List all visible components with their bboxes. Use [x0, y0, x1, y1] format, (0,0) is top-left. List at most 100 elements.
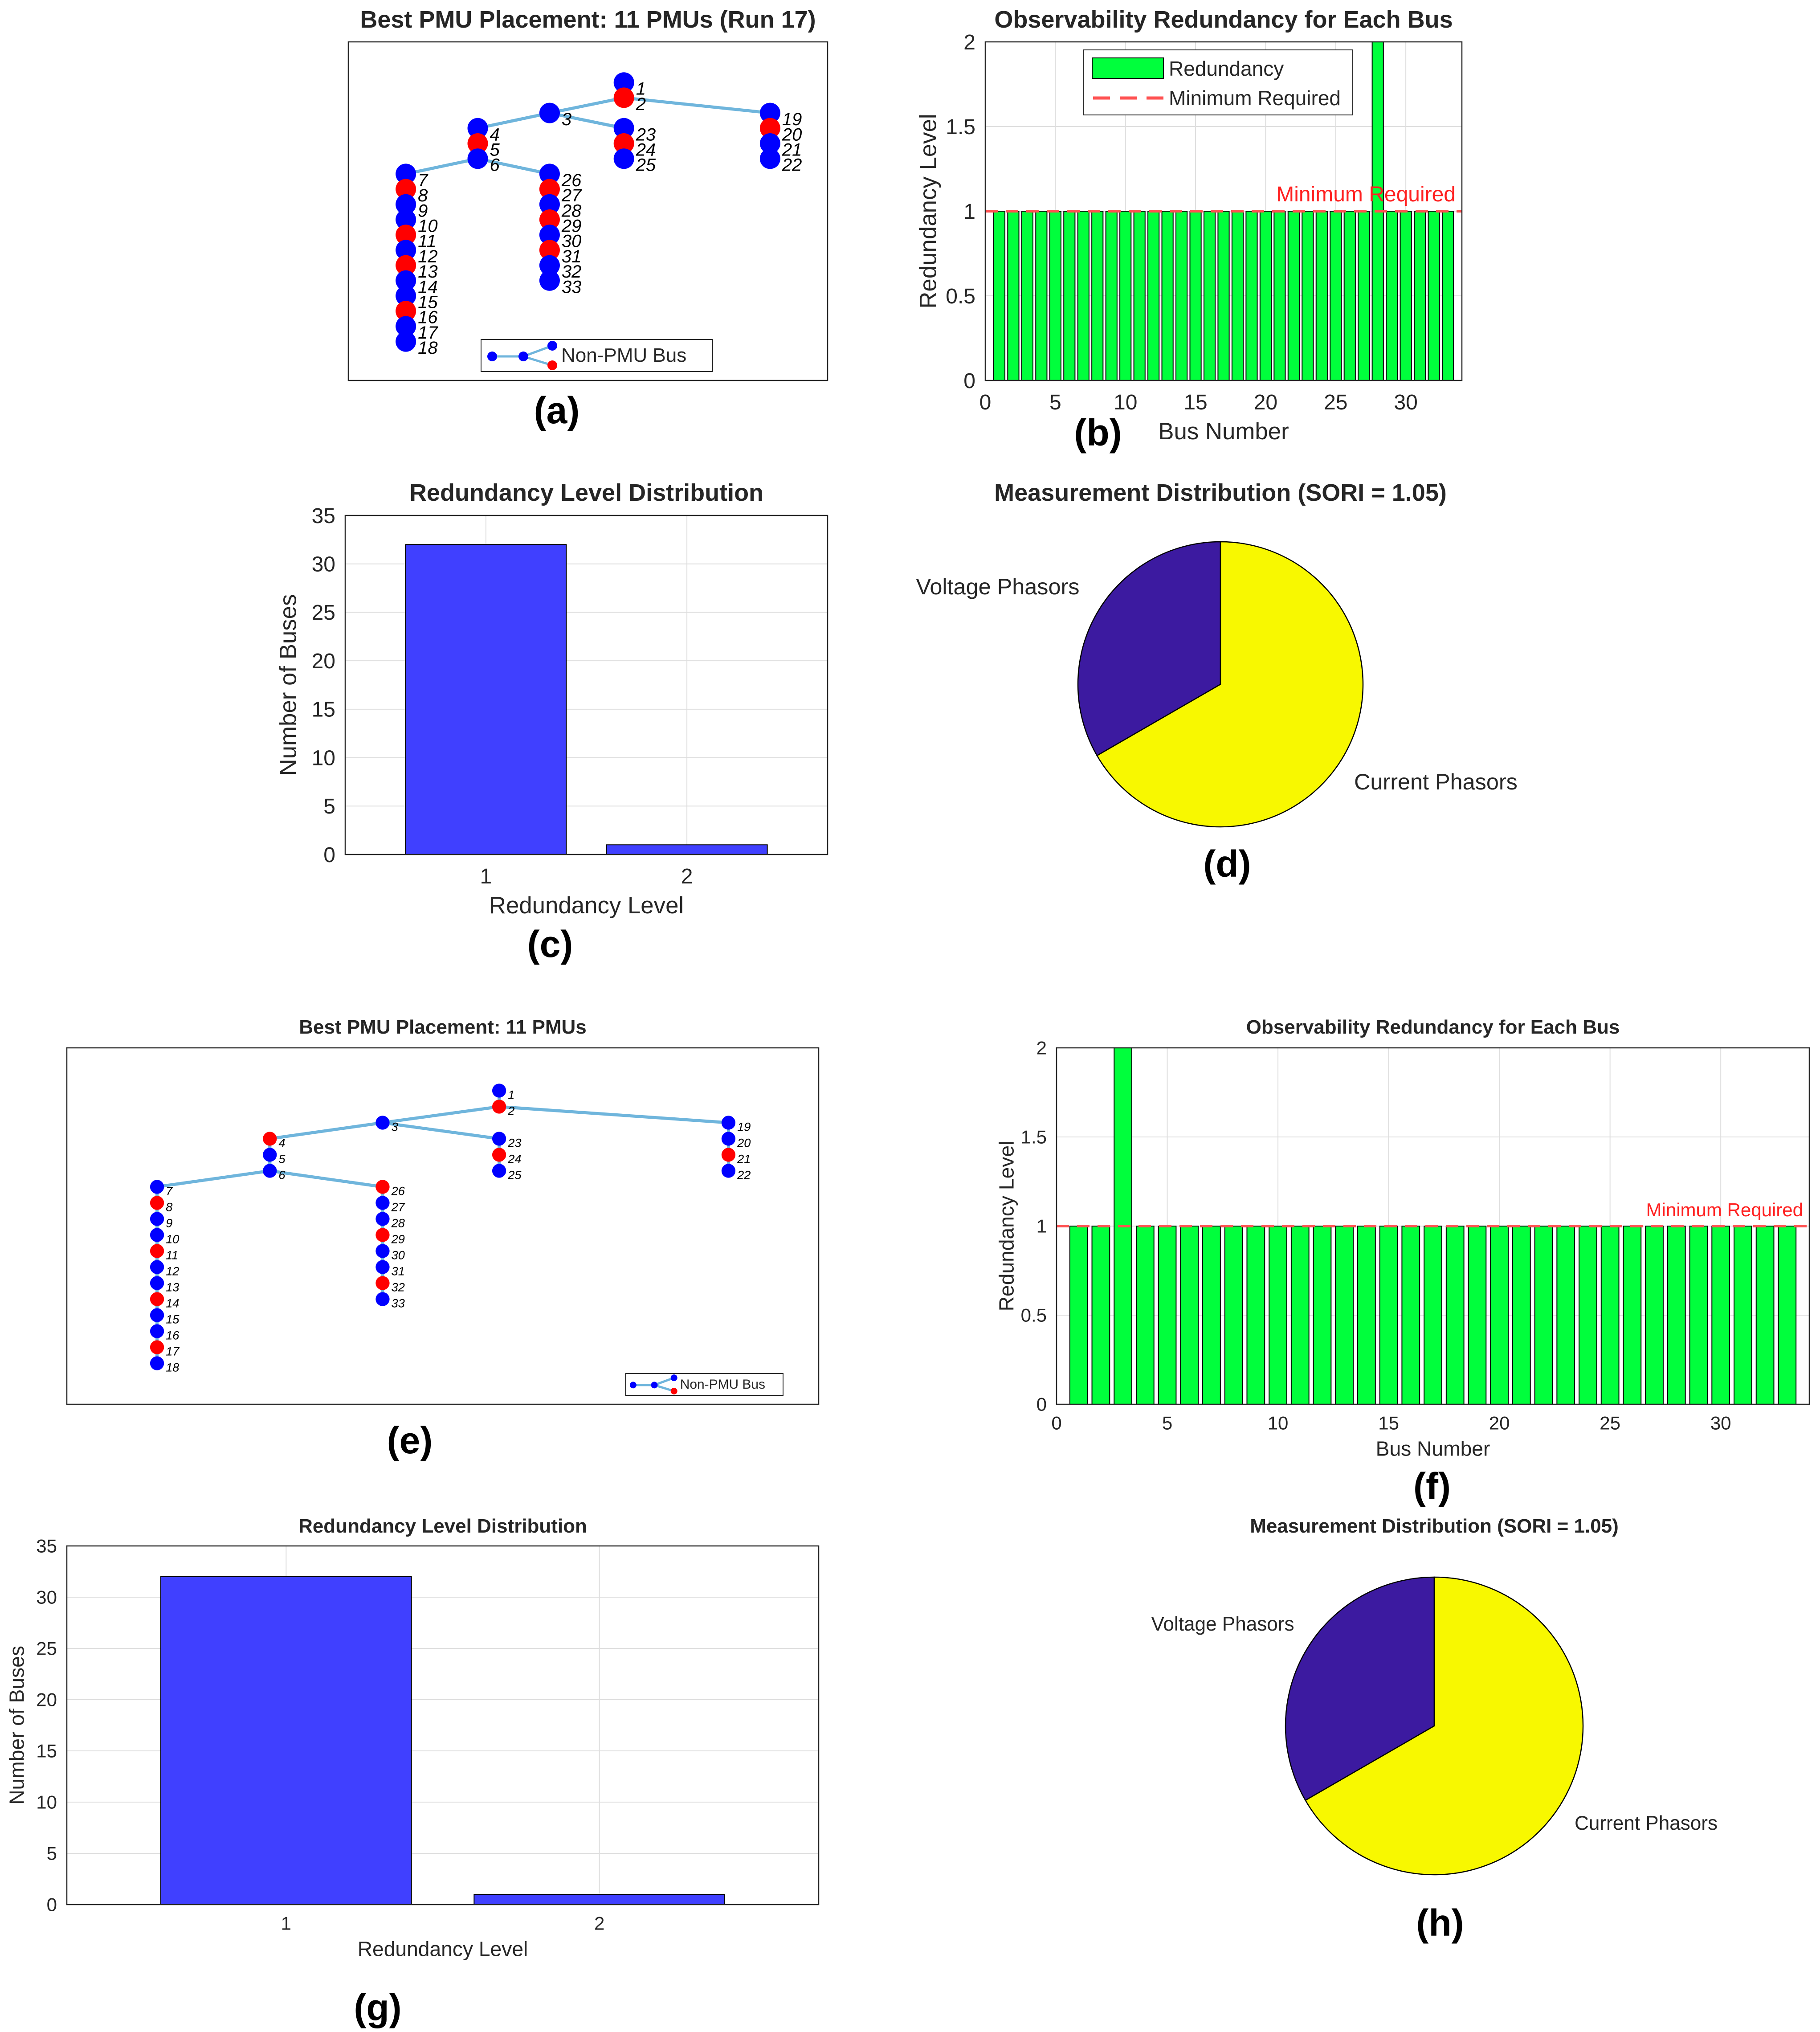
bar	[1468, 1226, 1487, 1405]
bus-label: 19	[782, 110, 802, 129]
bar	[1007, 211, 1020, 381]
bar	[1755, 1226, 1775, 1405]
bar	[1645, 1226, 1664, 1405]
non-pmu-bus-node	[396, 164, 416, 184]
chart-title: Redundancy Level Distribution	[409, 479, 763, 506]
bar	[1133, 211, 1146, 381]
x-tick-label: 10	[1268, 1413, 1289, 1434]
bar	[1158, 1226, 1177, 1405]
non-pmu-bus-node	[375, 1196, 390, 1210]
panel-label: (a)	[534, 389, 580, 431]
bus-label: 18	[418, 338, 438, 358]
bar	[1302, 211, 1314, 381]
bar	[1105, 211, 1118, 381]
x-axis-label: Redundancy Level	[489, 892, 684, 919]
y-tick-label: 20	[36, 1689, 57, 1710]
bar	[1217, 211, 1230, 381]
y-tick-label: 1.5	[1021, 1127, 1047, 1148]
bus-label: 1	[636, 79, 646, 99]
bar	[1259, 211, 1272, 381]
legend-node	[651, 1382, 658, 1389]
legend-node	[547, 341, 557, 351]
bus-label: 9	[166, 1216, 172, 1230]
legend: Redundancy Minimum Required	[1083, 49, 1353, 115]
pmu-bus-node	[263, 1132, 277, 1146]
non-pmu-bus-node	[396, 209, 416, 230]
x-tick-label: 30	[1394, 391, 1417, 414]
axes-frame	[347, 41, 828, 381]
bar	[1035, 211, 1048, 381]
y-tick-label: 2	[1037, 1038, 1047, 1059]
bar	[993, 211, 1006, 381]
y-tick-label: 15	[312, 698, 335, 722]
panel-label: (h)	[1416, 1902, 1464, 1944]
bus-label: 12	[166, 1264, 179, 1278]
pie-slice	[1096, 541, 1364, 828]
bus-label: 7	[166, 1184, 173, 1198]
pmu-bus-node	[759, 118, 780, 139]
bus-label: 29	[561, 217, 582, 236]
bus-label: 14	[418, 277, 438, 297]
bar	[160, 1576, 412, 1905]
non-pmu-bus-node	[150, 1228, 164, 1242]
non-pmu-bus-node	[492, 1132, 506, 1146]
y-tick-label: 1	[1037, 1216, 1047, 1237]
bus-label: 2	[636, 94, 646, 114]
panel-label: (g)	[354, 1987, 401, 2028]
pmu-bus-node	[539, 240, 560, 261]
chart-title: Best PMU Placement: 11 PMUs	[299, 1016, 587, 1038]
bus-label: 33	[392, 1296, 405, 1310]
y-tick-label: 35	[312, 504, 335, 528]
bar	[1189, 211, 1202, 381]
panel-g: Redundancy Level Distribution 0 5 10 15 20 25 3…	[5, 1515, 820, 2028]
chart-title: Observability Redundancy for Each Bus	[1246, 1016, 1620, 1038]
branch-line	[477, 111, 550, 130]
min-required-label: Minimum Required	[1646, 1199, 1803, 1220]
bus-label: 31	[392, 1264, 405, 1278]
bus-label: 30	[392, 1248, 405, 1262]
x-tick-label: 25	[1600, 1413, 1620, 1434]
bar	[1534, 1226, 1553, 1405]
y-tick-label: 1.5	[946, 115, 975, 139]
panel-b: Observability Redundancy for Each Bus 0 0.…	[915, 6, 1463, 454]
chart-title: Measurement Distribution (SORI = 1.05)	[1250, 1515, 1619, 1537]
non-pmu-bus-node	[375, 1116, 390, 1130]
non-pmu-bus-node	[467, 148, 488, 169]
bus-label: 28	[391, 1216, 405, 1230]
bar	[1600, 1226, 1620, 1405]
pie-label: Voltage Phasors	[1151, 1613, 1294, 1635]
non-pmu-bus-node	[396, 286, 416, 306]
y-tick-label: 2	[963, 31, 975, 54]
pie-label: Current Phasors	[1354, 769, 1518, 794]
y-tick-label: 1	[963, 200, 975, 224]
legend-line	[654, 1377, 675, 1386]
bar	[1224, 1226, 1243, 1405]
non-pmu-bus-node	[150, 1356, 164, 1370]
non-pmu-bus-node	[375, 1260, 390, 1274]
non-pmu-bus-node	[396, 194, 416, 215]
y-tick-label: 10	[36, 1792, 57, 1813]
non-pmu-bus-node	[539, 225, 560, 245]
bus-label: 21	[782, 140, 802, 160]
bus-label: 24	[507, 1152, 521, 1166]
branch-line	[549, 96, 624, 115]
bar	[1245, 211, 1258, 381]
non-pmu-bus-node	[759, 133, 780, 154]
bus-label: 12	[418, 247, 438, 266]
bar	[1269, 1226, 1287, 1405]
y-tick-label: 0	[47, 1894, 57, 1915]
bus-label: 6	[278, 1168, 286, 1182]
pmu-bus-node	[150, 1196, 164, 1210]
bus-label: 4	[490, 125, 500, 144]
x-tick-label: 25	[1324, 391, 1347, 414]
bus-label: 24	[636, 140, 656, 160]
bus-label: 18	[166, 1361, 179, 1374]
x-axis-label: Bus Number	[1376, 1437, 1490, 1460]
bar	[1077, 211, 1090, 381]
pmu-bus-node	[396, 179, 416, 200]
bar	[1667, 1226, 1686, 1405]
pmu-bus-node	[539, 179, 560, 200]
panel-h: Measurement Distribution (SORI = 1.05) Vo…	[1151, 1515, 1718, 1944]
branch-line	[382, 1121, 500, 1141]
bar	[1441, 211, 1454, 381]
